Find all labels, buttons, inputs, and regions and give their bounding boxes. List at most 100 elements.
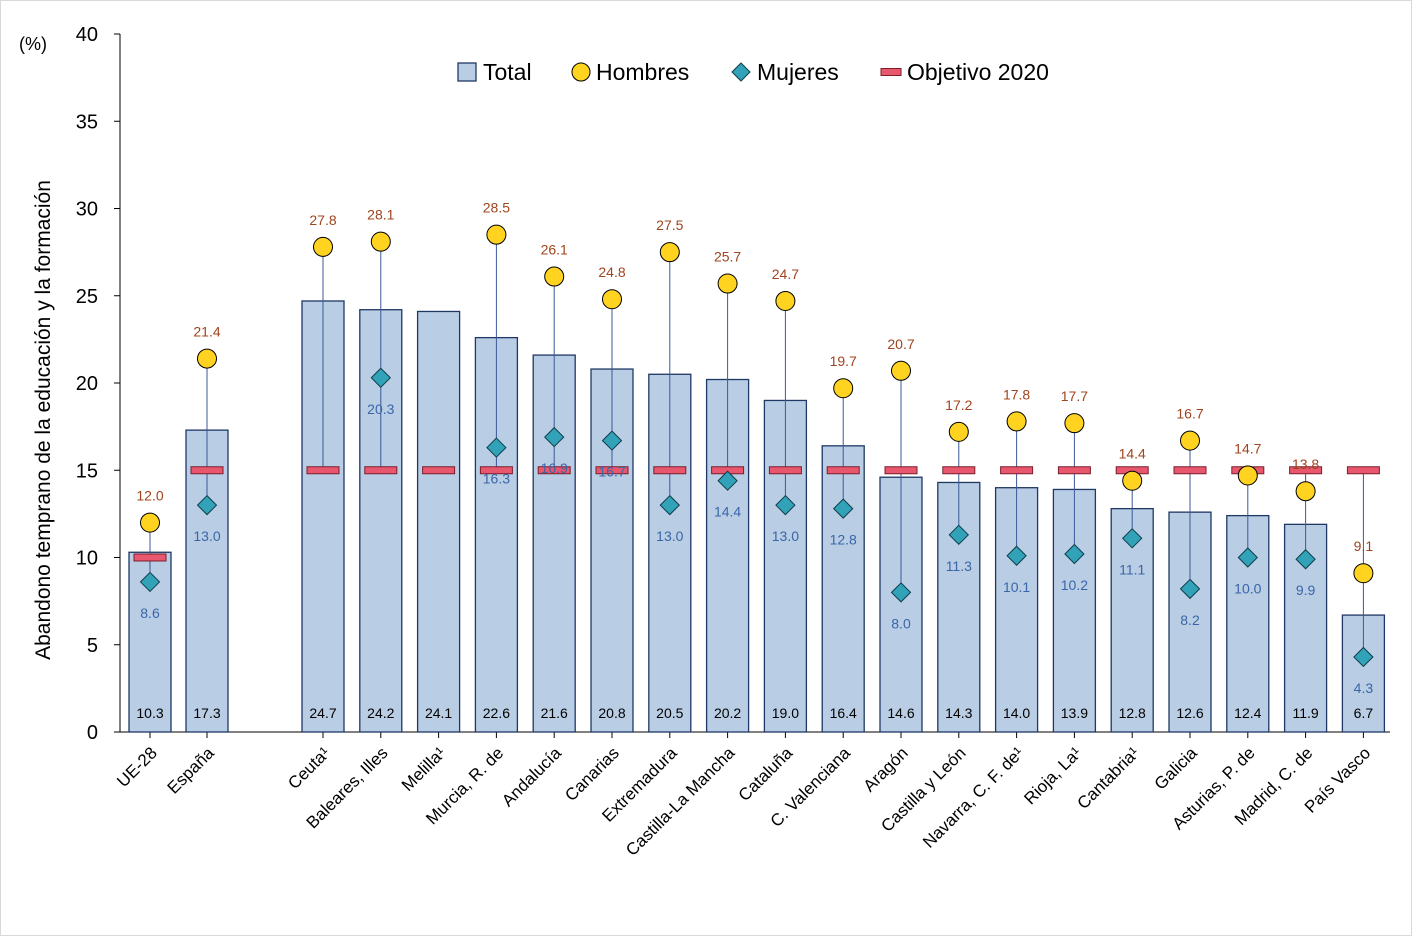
total-data-label: 24.2: [367, 705, 394, 721]
mujeres-point: [832, 498, 854, 519]
hombres-point: [486, 224, 507, 245]
legend-total-label: Total: [483, 59, 532, 85]
total-data-label: 6.7: [1354, 705, 1374, 721]
total-data-label: 20.8: [598, 705, 625, 721]
legend-mujeres-label: Mujeres: [757, 59, 839, 85]
objetivo-marker: [422, 466, 456, 475]
hombres-point: [1353, 563, 1374, 584]
total-data-label: 21.6: [541, 705, 568, 721]
total-data-label: 16.4: [830, 705, 857, 721]
total-data-label: 24.1: [425, 705, 452, 721]
hombres-point: [717, 273, 738, 294]
mujeres-data-label: 8.2: [1180, 612, 1200, 628]
objetivo-marker: [190, 466, 224, 475]
hombres-data-label: 21.4: [193, 324, 220, 340]
mujeres-data-label: 20.3: [367, 401, 394, 417]
mujeres-layer: [139, 367, 1374, 668]
hombres-layer: [140, 224, 1374, 584]
hombres-data-label: 12.0: [136, 488, 163, 504]
objetivo-marker: [768, 466, 802, 475]
y-tick-label: 25: [76, 286, 98, 308]
mujeres-data-label: 12.8: [830, 532, 857, 548]
hombres-point: [1064, 413, 1085, 434]
total-data-label: 10.3: [136, 705, 163, 721]
legend-objetivo-swatch: [880, 68, 902, 76]
mujeres-data-label: 11.3: [946, 558, 972, 574]
mujeres-data-label: 9.9: [1296, 582, 1316, 598]
total-data-label: 22.6: [483, 705, 510, 721]
hombres-point: [140, 512, 160, 533]
mujeres-data-label: 14.4: [714, 504, 741, 520]
hombres-data-label: 28.1: [367, 207, 394, 223]
total-data-label: 12.6: [1176, 705, 1203, 721]
hombres-data-label: 17.8: [1003, 386, 1030, 402]
y-tick-label: 35: [76, 111, 98, 133]
total-data-label: 11.9: [1292, 705, 1318, 721]
hombres-data-label: 13.8: [1292, 456, 1319, 472]
objetivo-marker: [133, 553, 167, 562]
objetivo-marker: [306, 466, 340, 475]
mujeres-point: [486, 437, 507, 458]
mujeres-point: [1353, 646, 1374, 668]
mujeres-data-label: 16.3: [483, 471, 510, 487]
hombres-point: [1295, 481, 1316, 502]
y-tick-label: 5: [87, 635, 98, 657]
y-tick-label: 30: [76, 199, 98, 221]
mujeres-data-label: 13.0: [772, 528, 799, 544]
unit-label: (%): [19, 34, 47, 54]
hombres-point: [1237, 465, 1258, 486]
hombres-point: [544, 266, 565, 287]
mujeres-point: [196, 494, 218, 516]
objetivo-marker: [1289, 466, 1323, 475]
mujeres-point: [1006, 545, 1027, 566]
hombres-data-label: 24.7: [772, 266, 799, 282]
objetivo-marker: [537, 466, 571, 475]
total-data-label: 14.6: [887, 705, 914, 721]
hombres-data-label: 14.7: [1234, 440, 1261, 456]
legend: Total Hombres Mujeres Objetivo 2020: [457, 59, 1049, 85]
mujeres-point: [1295, 549, 1316, 570]
objetivo-marker: [1000, 466, 1034, 475]
mujeres-data-label: 8.6: [140, 605, 160, 621]
legend-objetivo-label: Objetivo 2020: [907, 59, 1049, 85]
objetivo-marker: [826, 466, 860, 475]
mujeres-point: [1064, 543, 1085, 565]
mujeres-data-label: 10.0: [1234, 581, 1261, 597]
total-data-label: 19.0: [772, 705, 799, 721]
y-tick-label: 20: [76, 373, 98, 395]
objetivo-marker: [1173, 466, 1207, 475]
data-labels-layer: 12.0 8.6 10.3 21.4 13.0 17.3 27.8 24.7 28.1 20.3 2…: [136, 200, 1373, 721]
legend-hombres-label: Hombres: [596, 59, 689, 85]
hombres-point: [948, 421, 969, 442]
mujeres-point: [717, 470, 738, 491]
mujeres-point: [601, 430, 623, 451]
mujeres-data-label: 13.0: [656, 528, 683, 544]
hombres-point: [1122, 470, 1143, 491]
hombres-data-label: 28.5: [483, 200, 510, 216]
hombres-point: [833, 378, 854, 399]
hombres-data-label: 27.8: [309, 212, 336, 228]
y-tick-label: 0: [87, 722, 98, 744]
hombres-point: [1006, 411, 1027, 432]
mujeres-data-label: 8.0: [891, 615, 911, 631]
hombres-data-label: 9.1: [1354, 538, 1374, 554]
total-data-label: 20.5: [656, 705, 683, 721]
mujeres-point: [890, 582, 912, 603]
mujeres-point: [1237, 547, 1259, 568]
mujeres-point: [543, 426, 565, 448]
objetivo-marker: [942, 466, 976, 475]
objetivo-marker: [364, 466, 398, 475]
total-data-label: 13.9: [1061, 705, 1088, 721]
hombres-point: [313, 236, 333, 257]
hombres-point: [659, 242, 680, 263]
objetivo-marker: [1057, 466, 1091, 475]
y-axis-title: Abandono temprano de la educación y la f…: [32, 180, 55, 660]
mujeres-data-label: 10.2: [1061, 577, 1088, 593]
hombres-data-label: 17.7: [1061, 388, 1088, 404]
hombres-point: [370, 231, 391, 252]
mujeres-point: [1179, 578, 1201, 600]
total-bar: [416, 310, 461, 733]
total-data-label: 17.3: [193, 705, 220, 721]
